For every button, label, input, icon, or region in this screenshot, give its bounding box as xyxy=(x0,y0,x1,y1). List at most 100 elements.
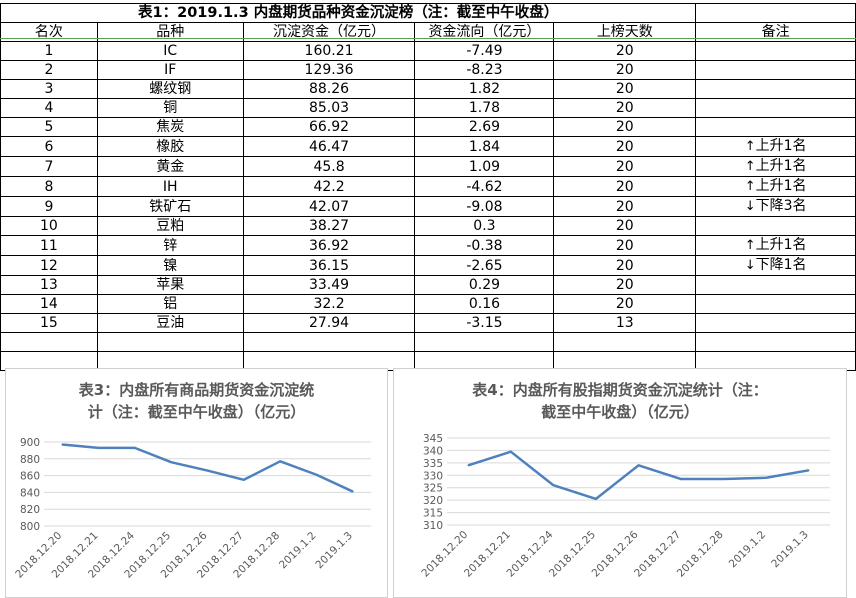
data-point xyxy=(552,484,555,487)
data-point xyxy=(97,447,100,449)
empty-cell xyxy=(414,332,555,352)
index-chart[interactable]: 表4：内盘所有股指期货资金沉淀统计（注： 截至中午收盘）（亿元） 310 315 3… xyxy=(393,368,847,598)
arrow-up-icon: ↑ xyxy=(744,159,756,174)
cell-note xyxy=(695,60,856,80)
table-row: 6 橡胶 46.47 1.84 20 ↑上升1名 xyxy=(0,136,856,157)
cell-fund: 85.03 xyxy=(242,98,416,118)
cell-rank: 2 xyxy=(0,60,98,80)
cell-rank: 5 xyxy=(0,117,98,137)
x-tick-label: 2019.1.3 xyxy=(313,530,355,572)
cell-fund: 46.47 xyxy=(242,136,416,157)
data-point xyxy=(134,447,136,449)
y-tick-label: 840 xyxy=(20,487,40,499)
data-point xyxy=(722,478,725,480)
cell-flow: 0.16 xyxy=(414,294,555,314)
cell-name: 镍 xyxy=(96,255,244,276)
cell-fund: 88.26 xyxy=(242,79,416,99)
note-text: 上升1名 xyxy=(755,158,807,174)
cell-days: 20 xyxy=(553,196,697,217)
table-row: 4 铜 85.03 1.78 20 xyxy=(0,98,856,118)
cell-rank: 14 xyxy=(0,294,98,314)
cell-fund: 36.15 xyxy=(242,255,416,276)
y-tick-label: 325 xyxy=(423,483,443,495)
cell-name: 铁矿石 xyxy=(96,196,244,217)
data-point xyxy=(467,464,470,467)
cell-flow: 2.69 xyxy=(414,117,555,137)
cell-fund: 160.21 xyxy=(242,41,416,61)
note-text: 上升1名 xyxy=(755,138,807,154)
data-point xyxy=(61,443,63,446)
table-row: 7 黄金 45.8 1.09 20 ↑上升1名 xyxy=(0,156,856,177)
note-text: 下降3名 xyxy=(755,198,807,214)
x-tick-label: 2019.1.3 xyxy=(769,529,811,571)
cell-note: ↓下降1名 xyxy=(695,255,856,276)
y-tick-label: 900 xyxy=(20,437,40,449)
cell-note xyxy=(695,313,856,333)
table-row: 1 IC 160.21 -7.49 20 xyxy=(0,41,856,61)
data-point xyxy=(279,460,281,463)
table-row: 8 IH 42.2 -4.62 20 ↑上升1名 xyxy=(0,176,856,197)
chart-title-line1: 表3：内盘所有商品期货资金沉淀统 xyxy=(78,381,315,399)
cell-note: ↑上升1名 xyxy=(695,176,856,197)
cell-name: IC xyxy=(96,41,244,61)
cell-name: 橡胶 xyxy=(96,136,244,157)
empty-cell xyxy=(695,332,856,352)
cell-days: 20 xyxy=(553,136,697,157)
cell-rank: 7 xyxy=(0,156,98,177)
cell-rank: 3 xyxy=(0,79,98,99)
cell-rank: 9 xyxy=(0,196,98,217)
cell-days: 20 xyxy=(553,41,697,61)
table-title: 表1：2019.1.3 内盘期货品种资金沉淀榜（注：截至中午收盘） xyxy=(0,3,697,23)
y-tick-label: 320 xyxy=(423,495,443,507)
cell-note: ↑上升1名 xyxy=(695,156,856,177)
empty-cell xyxy=(553,332,697,352)
cell-note xyxy=(695,41,856,61)
y-tick-label: 340 xyxy=(423,445,443,457)
cell-flow: -9.08 xyxy=(414,196,555,217)
data-point xyxy=(595,498,597,500)
cell-flow: -0.38 xyxy=(414,235,555,256)
table-row: 14 铝 32.2 0.16 20 xyxy=(0,294,856,314)
cell-days: 20 xyxy=(553,216,697,236)
note-text: 上升1名 xyxy=(755,237,807,253)
data-point xyxy=(765,476,767,479)
chart-title-line2: 计（注：截至中午收盘）（亿元） xyxy=(87,403,306,421)
data-point xyxy=(170,461,172,463)
commodity-chart[interactable]: 表3：内盘所有商品期货资金沉淀统 计（注：截至中午收盘）（亿元） 800 820 8… xyxy=(5,368,388,598)
y-tick-label: 820 xyxy=(20,504,40,516)
chart-title-line2: 截至中午收盘）（亿元） xyxy=(541,403,699,421)
x-tick-label: 2019.1.2 xyxy=(277,530,319,572)
table-row: 9 铁矿石 42.07 -9.08 20 ↓下降3名 xyxy=(0,196,856,217)
y-tick-label: 860 xyxy=(20,471,40,483)
index-chart-plot: 3103153203253303353403452018.12.202018.1… xyxy=(419,433,830,580)
cell-flow: -3.15 xyxy=(414,313,555,333)
data-point xyxy=(680,478,682,480)
cell-note xyxy=(695,216,856,236)
data-point xyxy=(243,479,245,481)
cell-note xyxy=(695,98,856,118)
empty-row xyxy=(0,332,856,352)
table-row: 2 IF 129.36 -8.23 20 xyxy=(0,60,856,80)
table-row: 11 锌 36.92 -0.38 20 ↑上升1名 xyxy=(0,235,856,256)
cell-name: 螺纹钢 xyxy=(96,79,244,99)
cell-days: 20 xyxy=(553,275,697,295)
cell-flow: 0.3 xyxy=(414,216,555,236)
arrow-up-icon: ↑ xyxy=(744,179,756,194)
cell-flow: 1.82 xyxy=(414,79,555,99)
cell-rank: 15 xyxy=(0,313,98,333)
table-title-row: 表1：2019.1.3 内盘期货品种资金沉淀榜（注：截至中午收盘） xyxy=(0,3,856,23)
chart-title-line1: 表4：内盘所有股指期货资金沉淀统计（注： xyxy=(472,381,768,399)
y-tick-label: 880 xyxy=(20,454,40,466)
cell-note: ↑上升1名 xyxy=(695,235,856,256)
arrow-up-icon: ↑ xyxy=(744,139,756,154)
cell-flow: 1.84 xyxy=(414,136,555,157)
y-tick-label: 330 xyxy=(423,470,443,482)
data-point xyxy=(206,469,209,472)
table-header-row: 名次 品种 沉淀资金（亿元） 资金流向（亿元） 上榜天数 备注 xyxy=(0,22,856,42)
y-tick-label: 800 xyxy=(20,521,40,533)
y-tick-label: 310 xyxy=(423,520,443,532)
cell-days: 20 xyxy=(553,79,697,99)
cell-rank: 1 xyxy=(0,41,98,61)
cell-fund: 45.8 xyxy=(242,156,416,177)
